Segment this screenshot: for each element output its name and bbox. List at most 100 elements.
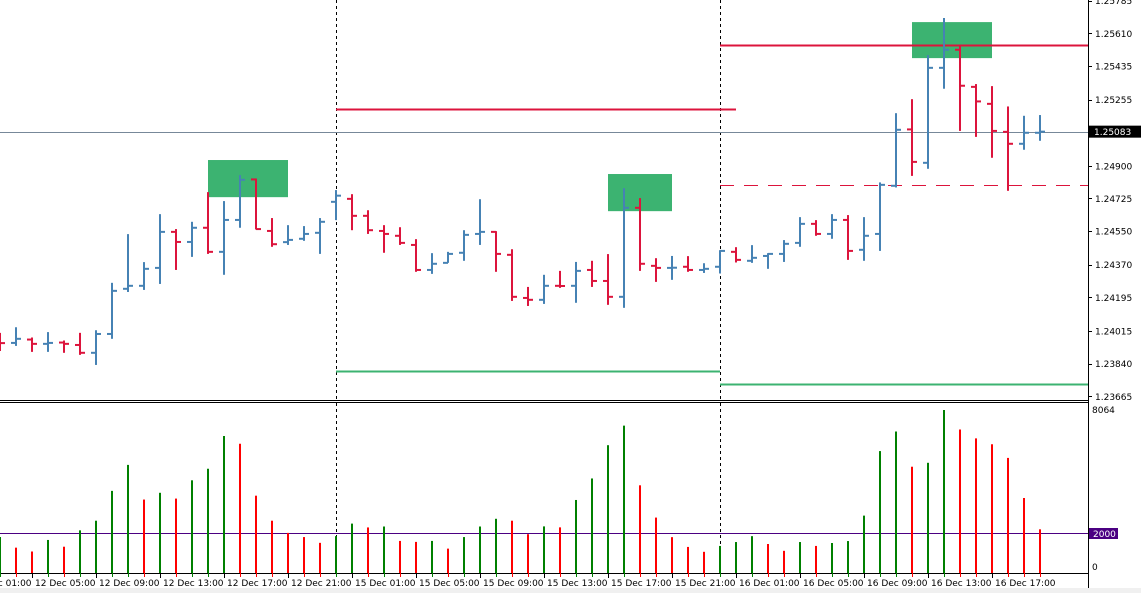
price-tick-label: 1.24370 [1095, 261, 1132, 271]
volume-level-label: 2000 [1093, 530, 1116, 540]
time-tick-label: 16 Dec 17:00 [995, 579, 1056, 589]
ohlc-bar [715, 249, 725, 274]
ohlc-bar [0, 332, 5, 351]
time-tick-label: 15 Dec 13:00 [547, 579, 608, 589]
ohlc-bar [891, 113, 901, 188]
ohlc-bar [27, 337, 37, 352]
price-tick-label: 1.24725 [1095, 195, 1132, 205]
day-separators [336, 403, 721, 573]
time-tick-label: 16 Dec 01:00 [739, 579, 800, 589]
volume-axis: 8064 2000 0 [1089, 406, 1118, 573]
ohlc-bar [475, 199, 485, 245]
ohlc-bar [299, 226, 309, 241]
price-panel[interactable] [0, 0, 1088, 400]
ohlc-bar [859, 217, 869, 261]
ohlc-bar [763, 252, 773, 269]
ohlc-bar [427, 253, 437, 274]
ohlc-bar [987, 86, 997, 158]
price-tick-label: 1.24900 [1095, 162, 1132, 172]
ohlc-bar [1019, 115, 1029, 150]
ohlc-bar [395, 227, 405, 245]
price-axis[interactable]: 1.25785 1.25610 1.25435 1.25255 1.24900 1.247… [1088, 0, 1141, 403]
ohlc-bar [907, 99, 917, 176]
time-tick-label: 16 Dec 05:00 [803, 579, 864, 589]
ohlc-bar [507, 249, 517, 301]
ohlc-bar [203, 192, 213, 254]
time-tick-label: 12 Dec 21:00 [291, 579, 352, 589]
ohlc-bar [187, 221, 197, 257]
ohlc-bar [523, 286, 533, 306]
price-tick-label: 1.23840 [1095, 360, 1132, 370]
ohlc-bars [0, 17, 1045, 365]
ohlc-bar [107, 282, 117, 339]
ohlc-bar [811, 220, 821, 236]
ohlc-bar [779, 240, 789, 262]
time-tick-label: 15 Dec 09:00 [483, 579, 544, 589]
ohlc-bar [411, 239, 421, 272]
volume-axis-zero: 0 [1092, 563, 1098, 573]
ohlc-bar [539, 274, 549, 304]
time-tick-label: 15 Dec 17:00 [611, 579, 672, 589]
time-tick-label: 12 Dec 17:00 [227, 579, 288, 589]
ohlc-bar [587, 260, 597, 287]
time-tick-label: 15 Dec 05:00 [419, 579, 480, 589]
time-tick-label: 15 Dec 01:00 [355, 579, 416, 589]
ohlc-bar [971, 84, 981, 137]
ohlc-bar [747, 245, 757, 263]
time-tick-label: 12 Dec 05:00 [35, 579, 96, 589]
ohlc-bar [123, 234, 133, 292]
ohlc-bar [875, 182, 885, 251]
ohlc-bar [347, 194, 357, 231]
ohlc-bar [235, 175, 245, 228]
ohlc-bar [91, 330, 101, 365]
ohlc-bar [139, 262, 149, 290]
ohlc-bar [363, 210, 373, 234]
time-tick-label: 15 Dec 21:00 [675, 579, 736, 589]
time-tick-label: 16 Dec 09:00 [867, 579, 928, 589]
ohlc-bar [267, 218, 277, 247]
time-tick-label: 12 Dec 01:00 [0, 579, 32, 589]
ohlc-bar [731, 247, 741, 263]
price-tick-label: 1.24550 [1095, 228, 1132, 238]
ohlc-bar [379, 225, 389, 253]
price-tick-label: 1.25435 [1095, 62, 1132, 72]
ohlc-bar [699, 263, 709, 273]
ohlc-bar [619, 188, 629, 308]
volume-panel[interactable] [0, 403, 1088, 573]
ohlc-bar [923, 55, 933, 169]
price-tick-label: 1.24195 [1095, 294, 1132, 304]
volume-bars [0, 410, 1041, 573]
ohlc-bar [683, 256, 693, 272]
ohlc-bar [843, 215, 853, 260]
price-tick-label: 1.24015 [1095, 327, 1132, 337]
price-tick-label: 1.25255 [1095, 96, 1132, 106]
ohlc-bar [939, 17, 949, 89]
price-tick-label: 1.25785 [1095, 0, 1132, 7]
status-bar [0, 588, 1141, 593]
ohlc-bar [155, 214, 165, 284]
levels-layer [336, 44, 1088, 386]
ohlc-bar [955, 44, 965, 131]
ohlc-bar [251, 178, 261, 231]
ohlc-bar [667, 255, 677, 280]
time-tick-label: 16 Dec 13:00 [931, 579, 992, 589]
ohlc-bar [315, 218, 325, 254]
price-tick-label: 1.23665 [1095, 393, 1132, 403]
ohlc-bar [555, 270, 565, 288]
ohlc-bar [491, 230, 501, 272]
volume-level-badge [1089, 528, 1118, 539]
ohlc-bar [219, 201, 229, 275]
ohlc-bar [1003, 106, 1013, 191]
ohlc-bar [171, 229, 181, 270]
ohlc-bar [635, 198, 645, 271]
current-price-badge [1089, 125, 1141, 138]
ohlc-bar [331, 190, 341, 221]
price-tick-label: 1.25610 [1095, 30, 1132, 40]
zone-rectangle [912, 22, 992, 59]
ohlc-bar [283, 225, 293, 245]
ohlc-bar [827, 214, 837, 239]
ohlc-bar [603, 254, 613, 305]
ohlc-bar [75, 332, 85, 355]
